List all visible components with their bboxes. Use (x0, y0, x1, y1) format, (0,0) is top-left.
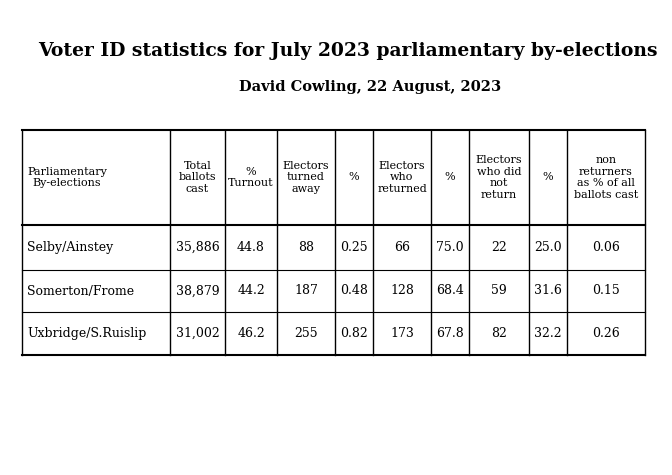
Text: 67.8: 67.8 (436, 327, 464, 340)
Text: %
Turnout: % Turnout (228, 167, 274, 188)
Text: 31.6: 31.6 (534, 285, 562, 297)
Text: Electors
who did
not
return: Electors who did not return (476, 155, 522, 200)
Text: 173: 173 (390, 327, 414, 340)
Text: 44.2: 44.2 (237, 285, 265, 297)
Text: 187: 187 (294, 285, 318, 297)
Text: Somerton/Frome: Somerton/Frome (27, 285, 134, 297)
Text: 38,879: 38,879 (175, 285, 219, 297)
Text: 0.06: 0.06 (592, 241, 620, 254)
Text: 35,886: 35,886 (175, 241, 219, 254)
Text: Electors
who
returned: Electors who returned (377, 161, 427, 194)
Text: %: % (543, 172, 553, 182)
Text: 22: 22 (491, 241, 507, 254)
Text: 0.82: 0.82 (340, 327, 368, 340)
Text: %: % (445, 172, 456, 182)
Text: 0.26: 0.26 (592, 327, 620, 340)
Text: 25.0: 25.0 (534, 241, 562, 254)
Text: 128: 128 (390, 285, 414, 297)
Text: Parliamentary
By-elections: Parliamentary By-elections (27, 167, 107, 188)
Text: 82: 82 (491, 327, 507, 340)
Text: Total
ballots
cast: Total ballots cast (179, 161, 216, 194)
Text: 44.8: 44.8 (237, 241, 265, 254)
Text: 0.15: 0.15 (592, 285, 620, 297)
Text: 88: 88 (298, 241, 314, 254)
Text: 0.48: 0.48 (340, 285, 368, 297)
Text: Electors
turned
away: Electors turned away (283, 161, 329, 194)
Text: 0.25: 0.25 (340, 241, 368, 254)
Text: 32.2: 32.2 (534, 327, 562, 340)
Text: %: % (349, 172, 360, 182)
Text: 68.4: 68.4 (436, 285, 464, 297)
Text: Uxbridge/S.Ruislip: Uxbridge/S.Ruislip (27, 327, 146, 340)
Text: Voter ID statistics for July 2023 parliamentary by-elections: Voter ID statistics for July 2023 parlia… (38, 42, 657, 60)
Text: 59: 59 (491, 285, 507, 297)
Text: David Cowling, 22 August, 2023: David Cowling, 22 August, 2023 (239, 80, 501, 94)
Text: Selby/Ainstey: Selby/Ainstey (27, 241, 114, 254)
Text: 75.0: 75.0 (436, 241, 464, 254)
Text: non
returners
as % of all
ballots cast: non returners as % of all ballots cast (574, 155, 638, 200)
Text: 31,002: 31,002 (175, 327, 219, 340)
Text: 255: 255 (294, 327, 318, 340)
Text: 66: 66 (394, 241, 410, 254)
Text: 46.2: 46.2 (237, 327, 265, 340)
